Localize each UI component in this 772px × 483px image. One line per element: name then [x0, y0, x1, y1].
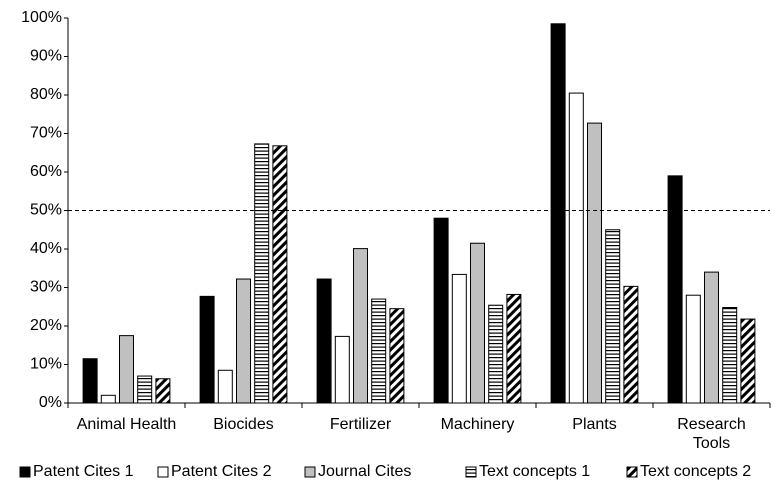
y-tick-label: 90%: [30, 48, 62, 65]
bar: [568, 92, 584, 404]
bar: [334, 335, 350, 404]
y-tick-label: 70%: [30, 125, 62, 142]
bar: [155, 378, 171, 404]
bar: [623, 285, 639, 404]
bar: [316, 278, 332, 404]
legend-swatch: [465, 466, 477, 478]
bar: [488, 304, 504, 404]
legend-label: Journal Cites: [318, 463, 411, 480]
bar: [353, 248, 368, 404]
bar: [272, 145, 288, 404]
y-tick-label: 20%: [30, 317, 62, 334]
bar: [236, 278, 251, 404]
bar: [433, 217, 449, 404]
y-tick-label: 0%: [39, 394, 62, 411]
y-tick-label: 30%: [30, 279, 62, 296]
x-tick-label: Animal Health: [76, 416, 177, 433]
legend-label: Text concepts 2: [640, 463, 751, 480]
bar: [550, 23, 566, 404]
legend-swatch: [626, 466, 638, 478]
bar: [254, 143, 270, 404]
bar: [470, 242, 485, 404]
x-tick-label: Machinery: [440, 416, 515, 433]
bar: [740, 318, 756, 404]
bar: [371, 298, 387, 404]
bar: [605, 229, 621, 404]
x-tick-label: Plants: [572, 416, 617, 433]
bar: [82, 358, 98, 404]
legend-swatch: [157, 466, 169, 478]
y-tick-label: 50%: [30, 202, 62, 219]
bar: [506, 293, 522, 404]
legend-swatch: [19, 466, 31, 478]
x-tick-label: Biocides: [213, 416, 274, 433]
y-tick-label: 10%: [30, 356, 62, 373]
bar: [217, 369, 233, 404]
bar: [685, 294, 701, 404]
legend-label: Patent Cites 2: [171, 463, 272, 480]
y-tick-label: 40%: [30, 240, 62, 257]
bar: [667, 175, 683, 404]
bar: [587, 122, 602, 404]
y-tick-label: 80%: [30, 86, 62, 103]
y-tick-label: 60%: [30, 163, 62, 180]
bar: [100, 394, 116, 404]
bar: [137, 375, 153, 404]
bar: [389, 308, 405, 404]
legend-label: Patent Cites 1: [33, 463, 134, 480]
bar: [199, 295, 215, 404]
bar: [722, 307, 738, 404]
x-tick-label: Fertilizer: [329, 416, 392, 433]
legend-label: Text concepts 1: [479, 463, 590, 480]
bar: [119, 335, 134, 404]
bar: [451, 273, 467, 404]
legend-swatch: [304, 466, 316, 478]
x-tick-label: Research Tools: [677, 416, 746, 452]
y-tick-label: 100%: [21, 9, 62, 26]
bar: [704, 271, 719, 404]
